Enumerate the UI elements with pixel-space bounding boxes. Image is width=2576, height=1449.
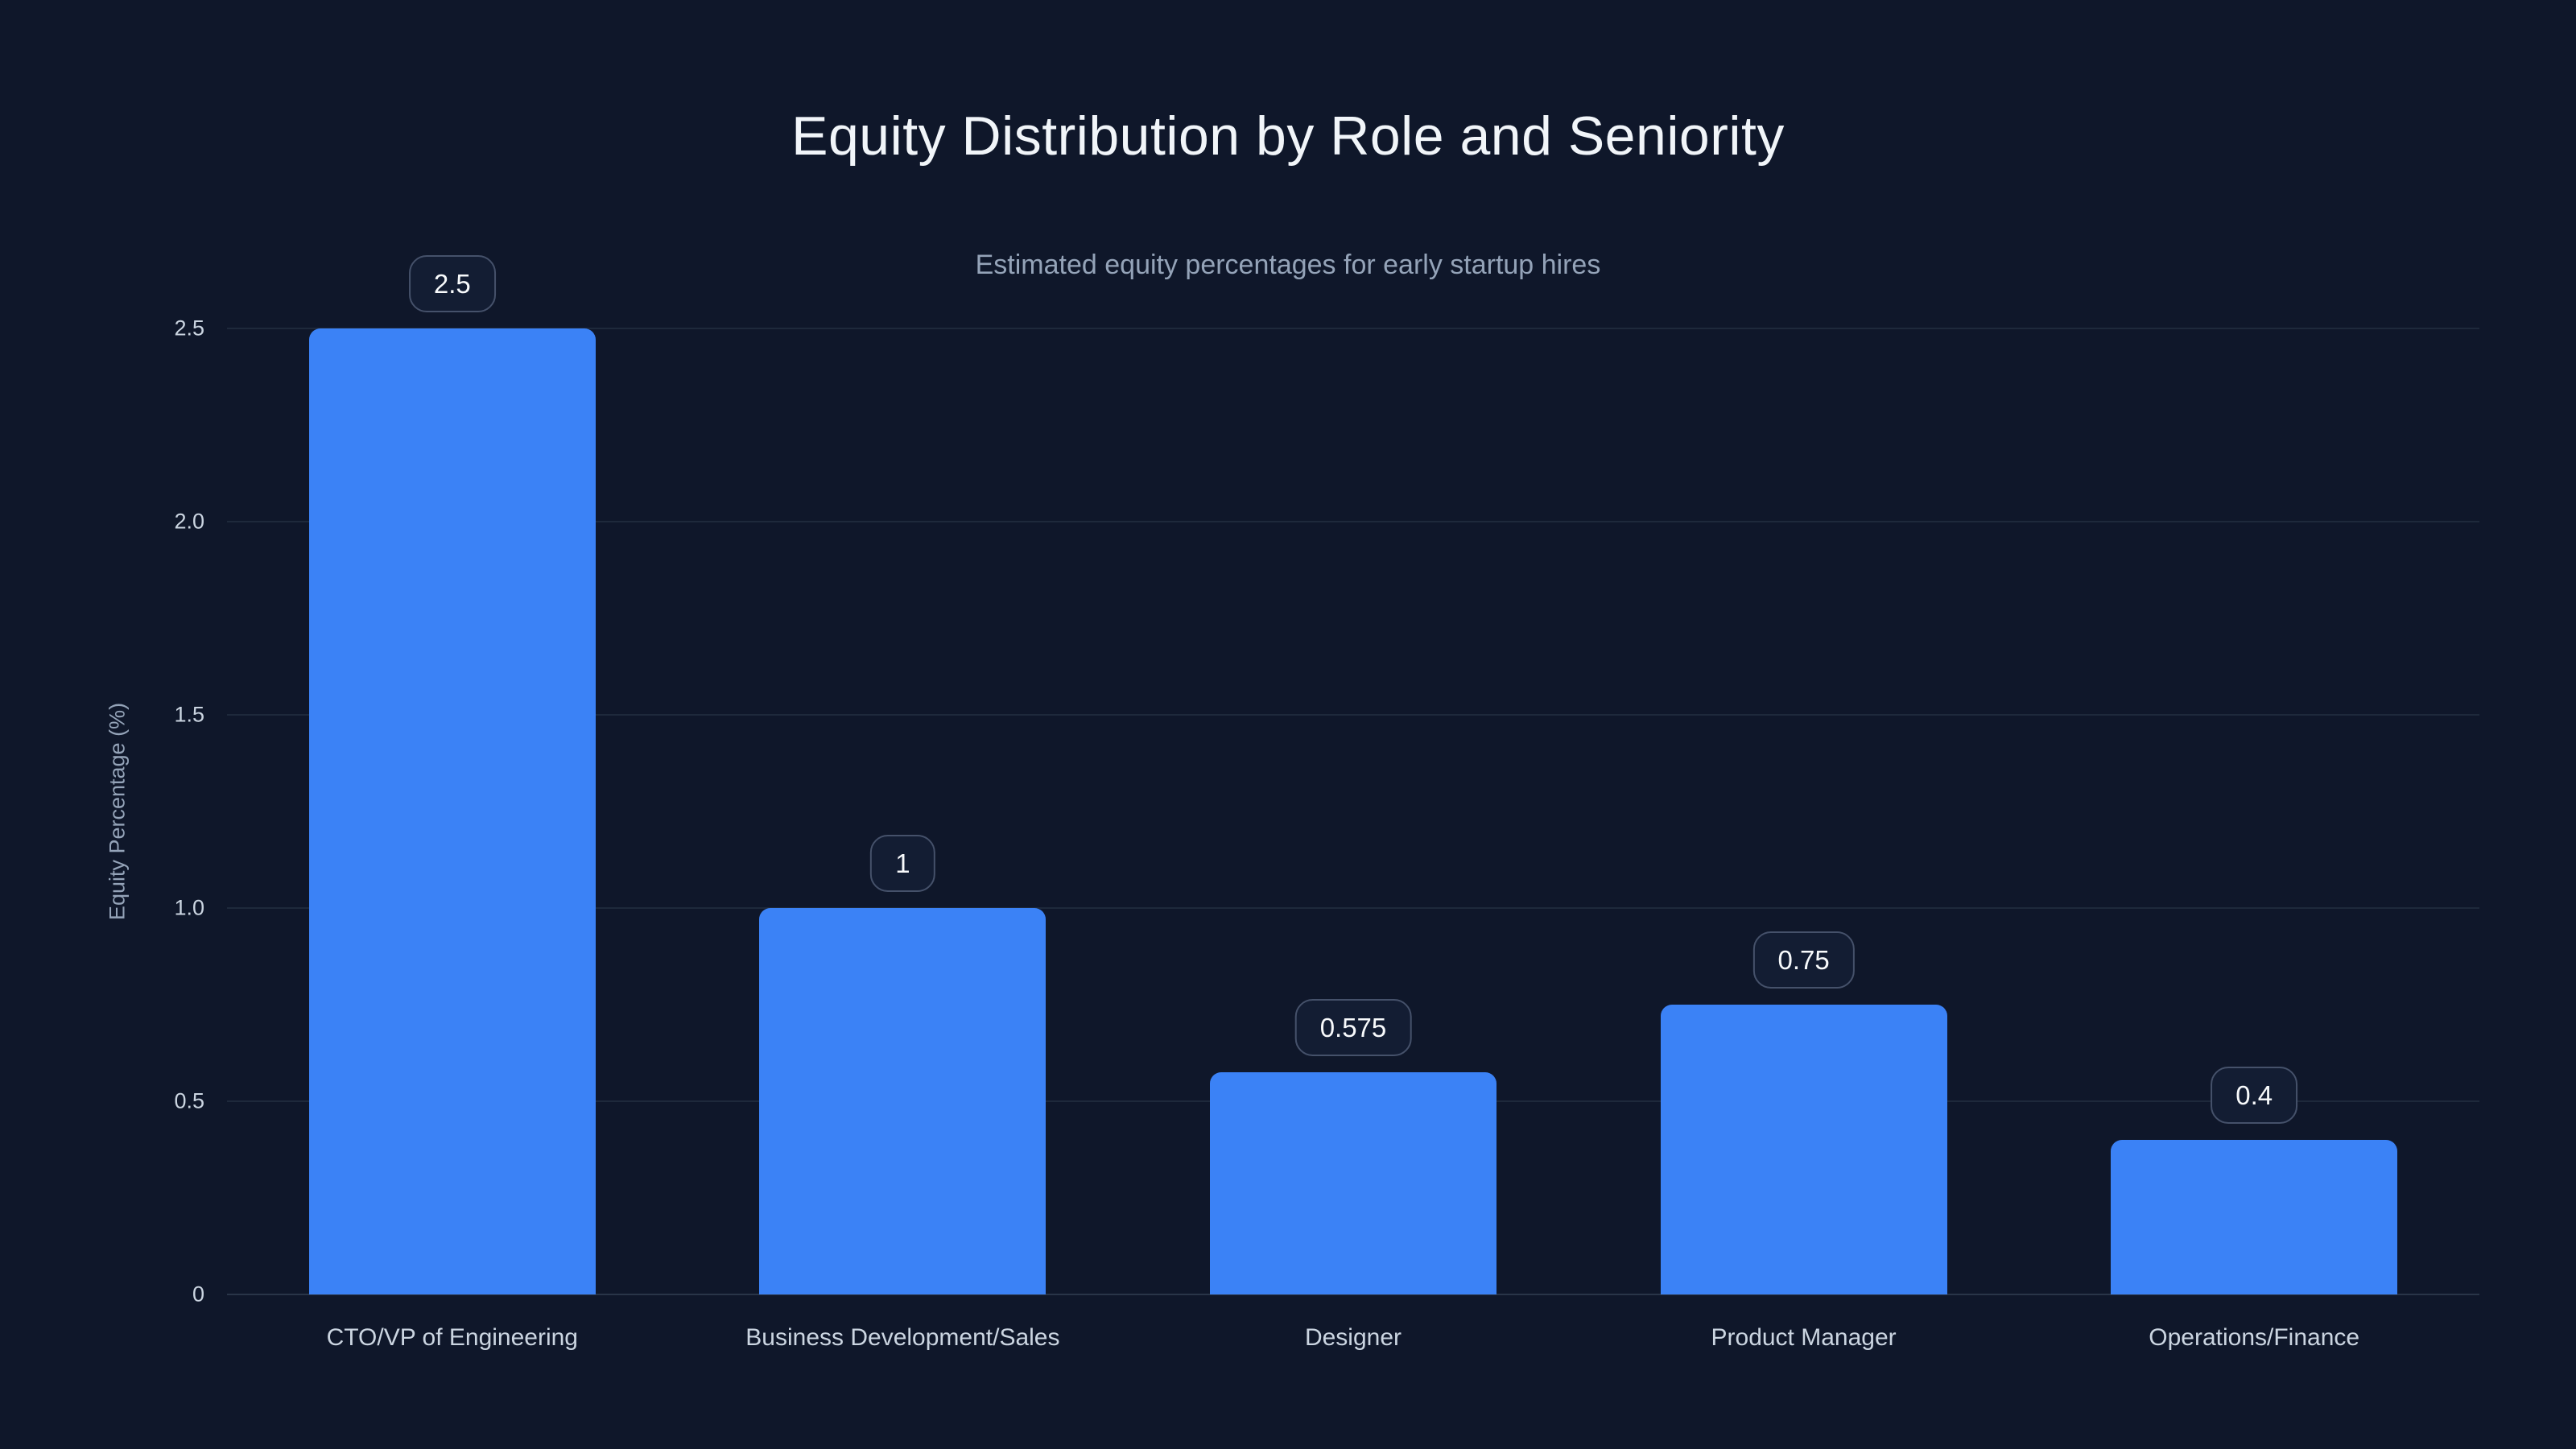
bar[interactable] (1660, 1005, 1947, 1294)
bar[interactable] (308, 328, 596, 1294)
gridline (227, 1294, 2479, 1295)
x-axis-label: Designer (1304, 1324, 1402, 1351)
bar-value-badge: 0.4 (2211, 1067, 2298, 1124)
y-tick-label: 2.5 (174, 316, 204, 341)
bars-layer: 2.5 CTO/VP of Engineering 1 Business Develo… (227, 255, 2479, 1351)
bar[interactable] (2111, 1140, 2398, 1294)
plot-area: 0 0.5 1.0 1.5 2.0 2.5 2.5 CTO/VP of Engineerin… (174, 255, 2479, 1351)
y-axis-title: Equity Percentage (%) (105, 702, 130, 921)
bar-value-badge: 0.575 (1294, 999, 1412, 1056)
bar-column: 0.75 Product Manager (1579, 328, 2029, 1351)
y-tick-label: 1.5 (174, 702, 204, 727)
chart-title: Equity Distribution by Role and Seniorit… (791, 105, 1785, 167)
x-axis-label: Operations/Finance (2149, 1324, 2360, 1351)
y-tick-label: 0.5 (174, 1088, 204, 1113)
bar-value-badge: 1 (870, 835, 935, 892)
y-tick-label: 0 (192, 1282, 204, 1307)
bar-column: 1 Business Development/Sales (678, 328, 1129, 1351)
bar-value-badge: 0.75 (1752, 931, 1855, 989)
gridline (227, 328, 2479, 329)
gridline (227, 521, 2479, 522)
bar-column: 0.4 Operations/Finance (2029, 328, 2479, 1351)
bar-value-badge: 2.5 (408, 255, 496, 312)
bar-column: 0.575 Designer (1128, 328, 1579, 1351)
gridline (227, 907, 2479, 909)
y-tick-label: 2.0 (174, 509, 204, 534)
y-tick-label: 1.0 (174, 895, 204, 920)
bar[interactable] (759, 908, 1046, 1294)
gridline (227, 714, 2479, 716)
chart-subtitle: Estimated equity percentages for early s… (975, 250, 1601, 280)
x-axis-label: Business Development/Sales (745, 1324, 1060, 1351)
bar[interactable] (1209, 1072, 1496, 1294)
bar-column: 2.5 CTO/VP of Engineering (227, 255, 678, 1351)
x-axis-label: CTO/VP of Engineering (326, 1324, 579, 1351)
x-axis-label: Product Manager (1711, 1324, 1897, 1351)
